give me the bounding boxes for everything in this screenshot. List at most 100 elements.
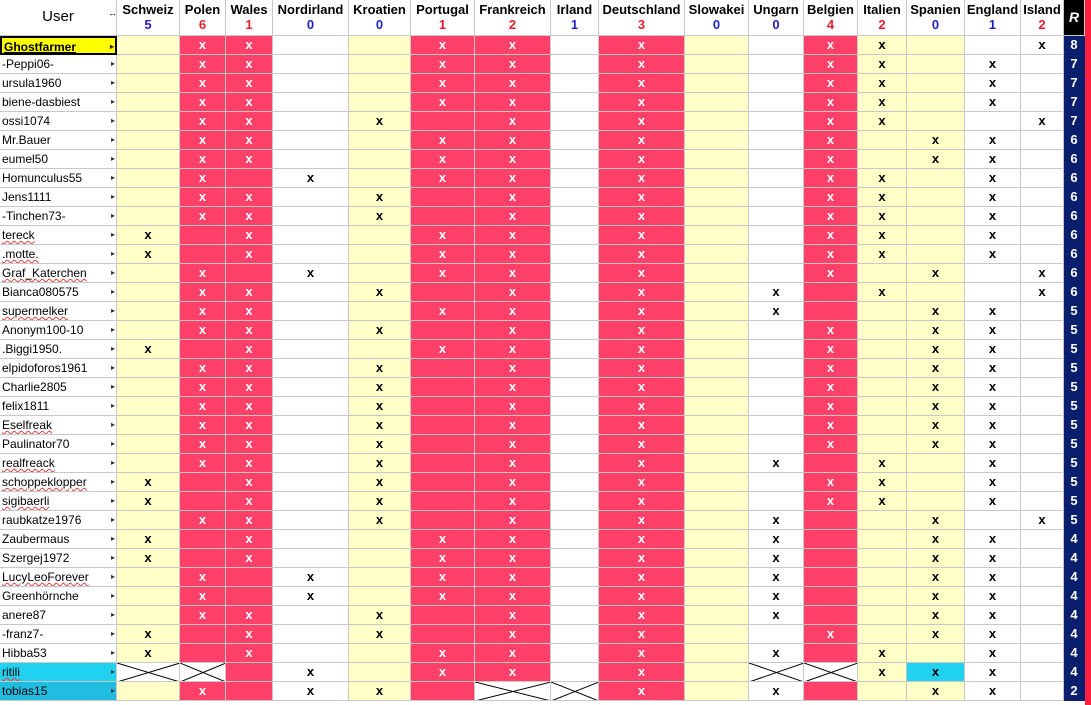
pick-cell[interactable] [749, 264, 804, 283]
column-header-kroatien[interactable]: Kroatien 0 [349, 0, 411, 36]
pick-cell[interactable]: x [411, 587, 475, 606]
pick-cell[interactable]: x [226, 340, 273, 359]
pick-cell[interactable]: x [180, 169, 226, 188]
pick-cell[interactable]: x [965, 435, 1021, 454]
pick-cell[interactable] [349, 644, 411, 663]
pick-cell[interactable] [117, 207, 180, 226]
pick-cell[interactable]: x [349, 492, 411, 511]
pick-cell[interactable]: x [349, 378, 411, 397]
pick-cell[interactable]: x [965, 530, 1021, 549]
pick-cell[interactable] [685, 359, 749, 378]
pick-cell[interactable]: x [226, 36, 273, 55]
pick-cell[interactable]: x [180, 568, 226, 587]
pick-cell[interactable] [685, 150, 749, 169]
score-cell[interactable]: 7 [1064, 55, 1085, 74]
pick-cell[interactable]: x [965, 416, 1021, 435]
pick-cell[interactable] [551, 36, 599, 55]
pick-cell[interactable]: x [349, 682, 411, 701]
pick-cell[interactable] [685, 112, 749, 131]
score-cell[interactable]: 6 [1064, 188, 1085, 207]
pick-cell[interactable]: x [907, 397, 965, 416]
pick-cell[interactable]: x [599, 226, 685, 245]
pick-cell[interactable]: x [804, 264, 858, 283]
pick-cell[interactable]: x [411, 530, 475, 549]
pick-cell[interactable] [180, 644, 226, 663]
pick-cell[interactable]: x [965, 359, 1021, 378]
pick-cell[interactable] [411, 397, 475, 416]
pick-cell[interactable]: x [475, 473, 551, 492]
pick-cell[interactable] [117, 568, 180, 587]
pick-cell[interactable]: x [226, 226, 273, 245]
user-cell[interactable]: ritili ▸ [0, 663, 117, 682]
pick-cell[interactable] [411, 682, 475, 701]
pick-cell[interactable]: x [599, 397, 685, 416]
pick-cell[interactable]: x [226, 435, 273, 454]
pick-cell[interactable] [117, 302, 180, 321]
pick-cell[interactable] [551, 606, 599, 625]
pick-cell[interactable]: x [599, 568, 685, 587]
pick-cell[interactable]: x [804, 321, 858, 340]
pick-cell[interactable] [551, 226, 599, 245]
pick-cell[interactable]: x [858, 93, 907, 112]
pick-cell[interactable] [749, 207, 804, 226]
pick-cell[interactable]: x [411, 150, 475, 169]
column-header-slowakei[interactable]: Slowakei 0 [685, 0, 749, 36]
score-cell[interactable]: 7 [1064, 93, 1085, 112]
score-cell[interactable]: 6 [1064, 150, 1085, 169]
pick-cell[interactable] [804, 663, 858, 682]
pick-cell[interactable] [804, 511, 858, 530]
pick-cell[interactable] [273, 549, 349, 568]
column-header-wales[interactable]: Wales 1 [226, 0, 273, 36]
pick-cell[interactable] [411, 454, 475, 473]
pick-cell[interactable] [273, 112, 349, 131]
pick-cell[interactable]: x [180, 112, 226, 131]
pick-cell[interactable]: x [180, 55, 226, 74]
pick-cell[interactable]: x [273, 682, 349, 701]
pick-cell[interactable] [117, 359, 180, 378]
pick-cell[interactable]: x [349, 207, 411, 226]
pick-cell[interactable]: x [599, 245, 685, 264]
pick-cell[interactable]: x [475, 568, 551, 587]
pick-cell[interactable] [117, 169, 180, 188]
pick-cell[interactable]: x [226, 530, 273, 549]
pick-cell[interactable]: x [349, 283, 411, 302]
score-cell[interactable]: 4 [1064, 644, 1085, 663]
pick-cell[interactable] [349, 587, 411, 606]
pick-cell[interactable] [551, 245, 599, 264]
pick-cell[interactable] [349, 36, 411, 55]
pick-cell[interactable]: x [475, 340, 551, 359]
pick-cell[interactable] [965, 511, 1021, 530]
pick-cell[interactable]: x [804, 397, 858, 416]
user-cell[interactable]: Mr.Bauer ▸ [0, 131, 117, 150]
pick-cell[interactable]: x [475, 454, 551, 473]
filter-arrow-icon[interactable]: ↔ [108, 8, 117, 18]
pick-cell[interactable]: x [965, 55, 1021, 74]
user-cell[interactable]: biene-dasbiest ▸ [0, 93, 117, 112]
pick-cell[interactable] [749, 245, 804, 264]
pick-cell[interactable]: x [349, 606, 411, 625]
pick-cell[interactable] [907, 226, 965, 245]
pick-cell[interactable]: x [599, 169, 685, 188]
pick-cell[interactable] [749, 93, 804, 112]
pick-cell[interactable] [804, 644, 858, 663]
pick-cell[interactable]: x [965, 207, 1021, 226]
pick-cell[interactable]: x [180, 131, 226, 150]
pick-cell[interactable] [749, 131, 804, 150]
pick-cell[interactable] [1021, 226, 1064, 245]
pick-cell[interactable]: x [1021, 283, 1064, 302]
pick-cell[interactable] [685, 663, 749, 682]
pick-cell[interactable]: x [965, 454, 1021, 473]
score-cell[interactable]: 5 [1064, 359, 1085, 378]
pick-cell[interactable]: x [965, 169, 1021, 188]
pick-cell[interactable]: x [226, 473, 273, 492]
pick-cell[interactable]: x [599, 644, 685, 663]
pick-cell[interactable]: x [475, 36, 551, 55]
pick-cell[interactable] [907, 473, 965, 492]
pick-cell[interactable] [226, 682, 273, 701]
pick-cell[interactable]: x [907, 549, 965, 568]
score-cell[interactable]: 4 [1064, 568, 1085, 587]
pick-cell[interactable]: x [907, 435, 965, 454]
pick-cell[interactable]: x [858, 283, 907, 302]
pick-cell[interactable] [685, 435, 749, 454]
pick-cell[interactable]: x [907, 682, 965, 701]
